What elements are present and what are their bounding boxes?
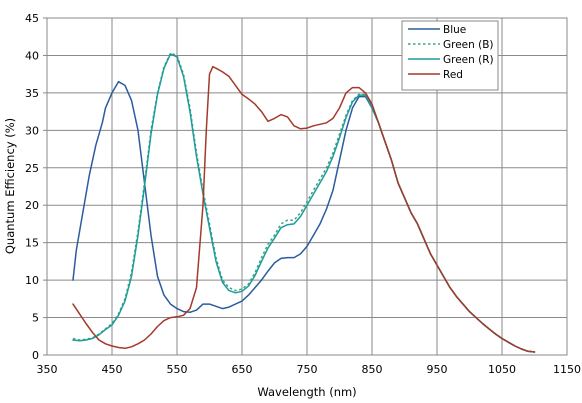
x-tick-label: 550: [167, 363, 188, 376]
y-tick-label: 5: [32, 312, 39, 325]
y-tick-label: 45: [25, 12, 39, 25]
y-tick-label: 35: [25, 87, 39, 100]
legend-label: Green (R): [443, 54, 494, 66]
x-tick-label: 750: [297, 363, 318, 376]
x-axis-title: Wavelength (nm): [257, 385, 356, 399]
y-tick-label: 15: [25, 237, 39, 250]
x-tick-label: 850: [362, 363, 383, 376]
x-tick-label: 350: [37, 363, 58, 376]
y-axis-ticks: 0 5 10 15 20 25 30 35 40 45: [25, 12, 47, 362]
y-tick-label: 40: [25, 49, 39, 62]
grid: [47, 18, 567, 355]
x-tick-label: 650: [232, 363, 253, 376]
y-tick-label: 20: [25, 199, 39, 212]
x-tick-label: 450: [102, 363, 123, 376]
x-tick-label: 1150: [553, 363, 581, 376]
series-layer: [72, 52, 536, 353]
y-tick-label: 0: [32, 349, 39, 362]
x-axis-ticks: 350 450 550 650 750 850 950 1050 1150: [37, 363, 582, 376]
y-tick-label: 30: [25, 124, 39, 137]
legend-label: Red: [443, 69, 463, 81]
legend-label: Blue: [443, 24, 466, 36]
legend: Blue Green (B) Green (R) Red: [401, 20, 499, 91]
series-line-red: [72, 65, 536, 353]
legend-label: Green (B): [443, 39, 494, 51]
y-axis-title: Quantum Efficiency (%): [3, 118, 17, 254]
x-tick-label: 1050: [488, 363, 516, 376]
x-tick-label: 950: [427, 363, 448, 376]
y-tick-label: 10: [25, 274, 39, 287]
y-tick-label: 25: [25, 162, 39, 175]
legend-box: [401, 20, 499, 91]
